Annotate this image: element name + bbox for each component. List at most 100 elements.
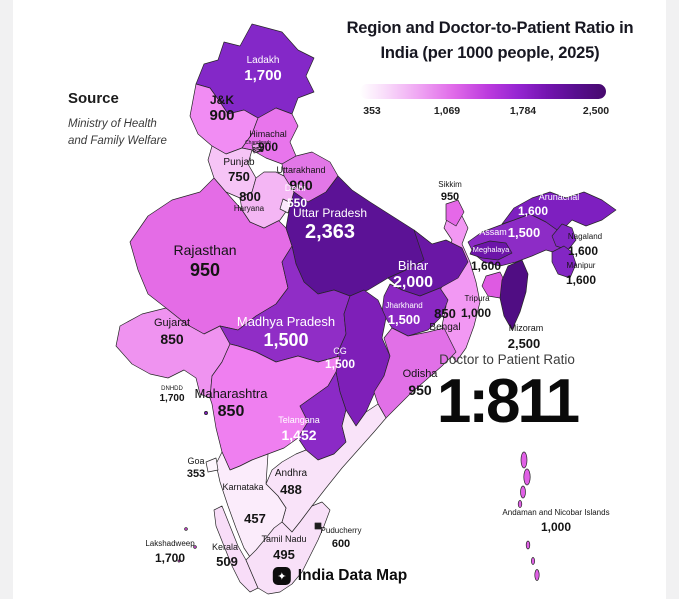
state-name-kerala: Kerala bbox=[211, 542, 239, 552]
state-shape-maharashtra bbox=[209, 343, 341, 471]
state-name-nagaland: Nagaland bbox=[567, 232, 603, 241]
state-name-sikkim: Sikkim bbox=[438, 180, 462, 189]
state-shape-odisha bbox=[373, 327, 457, 419]
state-value-kerala: 509 bbox=[216, 554, 238, 569]
title-line2: India (per 1000 people, 2025) bbox=[380, 44, 600, 62]
state-value-andaman: 1,000 bbox=[540, 520, 572, 534]
state-value-goa: 353 bbox=[186, 468, 206, 480]
state-shape-mizoram bbox=[499, 259, 529, 331]
legend-gradient-bar bbox=[360, 84, 606, 99]
state-value-delhi: 550 bbox=[286, 196, 308, 210]
state-name-mp: Madhya Pradesh bbox=[236, 314, 336, 329]
state-value-gujarat: 850 bbox=[160, 331, 184, 347]
state-value-meghalaya: 1,600 bbox=[470, 259, 502, 273]
state-name-manipur: Manipur bbox=[566, 261, 596, 270]
state-name-odisha: Odisha bbox=[402, 368, 438, 380]
state-name-bengal: Bengal bbox=[429, 322, 461, 333]
dnhdd-marker bbox=[204, 411, 208, 415]
state-name-puducherry: Puducherry bbox=[320, 526, 362, 535]
state-value-dnhdd: 1,700 bbox=[159, 393, 185, 404]
legend-tick: 2,500 bbox=[582, 105, 610, 117]
brand-name: India Data Map bbox=[297, 567, 408, 584]
state-name-lakshadweep: Lakshadweep bbox=[145, 539, 195, 548]
andaman-islands-shape bbox=[517, 451, 540, 581]
state-value-mizoram: 2,500 bbox=[507, 336, 541, 351]
state-value-sikkim: 950 bbox=[440, 191, 460, 203]
state-value-rajasthan: 950 bbox=[189, 260, 221, 280]
state-name-assam: Assam bbox=[479, 227, 507, 237]
source-heading: Source bbox=[68, 90, 119, 107]
state-name-goa: Goa bbox=[187, 456, 205, 466]
state-value-punjab: 750 bbox=[228, 169, 250, 184]
puducherry-marker bbox=[314, 522, 322, 530]
lakshadweep-islands-shape bbox=[177, 527, 197, 563]
state-value-jk: 900 bbox=[209, 107, 235, 124]
state-value-odisha: 950 bbox=[408, 382, 432, 398]
state-name-andhra: Andhra bbox=[274, 468, 308, 479]
state-name-jharkhand: Jharkhand bbox=[385, 301, 423, 310]
ratio-label: Doctor to Patient Ratio bbox=[439, 352, 575, 367]
state-value-bengal: 850 bbox=[434, 306, 456, 321]
state-value-himachal: 900 bbox=[257, 140, 279, 154]
state-value-assam: 1,500 bbox=[507, 225, 541, 240]
state-name-uttarakhand: Uttarakhand bbox=[276, 165, 326, 175]
state-name-telangana: Telangana bbox=[278, 415, 320, 425]
state-value-maharashtra: 850 bbox=[217, 403, 245, 420]
state-name-mizoram: Mizoram bbox=[508, 323, 544, 333]
state-name-arunachal: Arunachal bbox=[538, 192, 580, 202]
page-edge-right bbox=[666, 0, 679, 599]
color-scale-legend: 353 1,069 1,784 2,500 bbox=[360, 84, 610, 117]
ratio-value: 1:811 bbox=[436, 367, 580, 436]
state-shape-tamilnadu bbox=[245, 501, 331, 595]
state-name-rajasthan: Rajasthan bbox=[173, 242, 237, 258]
state-value-manipur: 1,600 bbox=[565, 273, 597, 287]
state-value-puducherry: 600 bbox=[331, 538, 351, 550]
state-value-haryana: 800 bbox=[239, 189, 261, 204]
state-name-meghalaya: Meghalaya bbox=[472, 245, 510, 254]
state-name-andaman: Andaman and Nicobar Islands bbox=[502, 508, 610, 517]
state-value-arunachal: 1,600 bbox=[517, 204, 549, 218]
source-line2: and Family Welfare bbox=[68, 135, 167, 147]
source-block: Source Ministry of Health and Family Wel… bbox=[68, 90, 167, 150]
state-value-tamilnadu: 495 bbox=[273, 547, 295, 562]
state-name-delhi: Delhi bbox=[284, 183, 306, 193]
state-name-jk: J&K bbox=[209, 93, 235, 107]
state-name-chandigarh: Chandigarh bbox=[245, 140, 271, 146]
state-shape-chandigarh bbox=[251, 142, 263, 154]
legend-tick: 1,784 bbox=[509, 105, 537, 117]
state-value-bihar: 2,000 bbox=[392, 274, 434, 291]
state-name-tamilnadu: Tamil Nadu bbox=[261, 534, 307, 544]
state-name-ladakh: Ladakh bbox=[246, 55, 280, 66]
state-name-up: Uttar Pradesh bbox=[292, 206, 368, 220]
state-shape-gujarat bbox=[115, 307, 231, 399]
state-value-tripura: 1,000 bbox=[460, 306, 492, 320]
state-value-telangana: 1,452 bbox=[281, 427, 317, 443]
state-value-jharkhand: 1,500 bbox=[387, 312, 421, 327]
legend-tick: 353 bbox=[363, 105, 381, 117]
brand-footer: ✦ India Data Map bbox=[272, 567, 408, 585]
title-line1: Region and Doctor-to-Patient Ratio in bbox=[346, 19, 634, 37]
page-edge-left bbox=[0, 0, 13, 599]
state-value-mp: 1,500 bbox=[263, 330, 309, 350]
state-shape-meghalaya bbox=[469, 240, 513, 261]
state-name-haryana: Haryana bbox=[233, 204, 265, 213]
state-name-karnataka: Karnataka bbox=[222, 482, 264, 492]
state-value-up: 2,363 bbox=[304, 221, 356, 243]
page-title: Region and Doctor-to-Patient Ratio in In… bbox=[330, 16, 650, 66]
state-shape-arunachal bbox=[501, 191, 617, 233]
state-shape-manipur bbox=[551, 245, 577, 279]
state-value-ladakh: 1,700 bbox=[244, 67, 282, 84]
state-name-cg: CG bbox=[333, 346, 347, 356]
compass-star-icon: ✦ bbox=[272, 567, 291, 585]
state-value-chandigarh: 850 bbox=[252, 147, 264, 154]
state-value-cg: 1,500 bbox=[324, 357, 356, 371]
state-name-dnhdd: DNHDD bbox=[161, 386, 183, 392]
source-line1: Ministry of Health bbox=[68, 118, 157, 130]
state-value-lakshadweep: 1,700 bbox=[154, 551, 186, 565]
state-value-nagaland: 1,600 bbox=[567, 244, 599, 258]
state-shape-nagaland bbox=[551, 223, 577, 251]
legend-tick: 1,069 bbox=[433, 105, 461, 117]
state-value-karnataka: 457 bbox=[244, 511, 266, 526]
